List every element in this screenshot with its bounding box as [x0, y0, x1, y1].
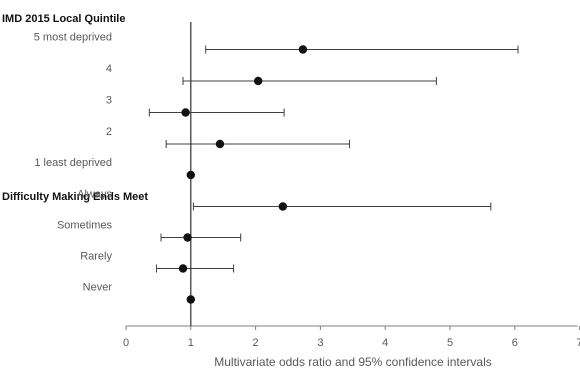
row-label: 5 most deprived	[34, 32, 112, 44]
x-axis-ticks: 0 1 2 3 4 5 6 7	[123, 326, 580, 349]
x-axis-label: Multivariate odds ratio and 95% confiden…	[214, 355, 492, 369]
x-tick-label: 5	[447, 337, 453, 349]
row-label: Sometimes	[57, 220, 113, 232]
odds-ratio-point	[186, 295, 195, 304]
row-label: 1 least deprived	[34, 157, 112, 169]
x-tick-label: 7	[577, 337, 580, 349]
x-tick-label: 2	[253, 337, 259, 349]
odds-ratio-point	[178, 264, 188, 273]
row-label: 2	[106, 126, 112, 138]
row-label: Never	[83, 282, 113, 294]
section-headings: IMD 2015 Local Quintile Difficulty Making…	[2, 13, 148, 203]
odds-ratio-point	[253, 76, 263, 86]
x-tick-label: 4	[382, 337, 388, 349]
odds-ratio-point	[181, 108, 190, 117]
odds-ratio-point	[183, 233, 192, 242]
section-heading: IMD 2015 Local Quintile	[2, 13, 125, 25]
row-label: 4	[106, 63, 112, 75]
estimates	[148, 45, 519, 304]
row-labels: 5 most deprived 4 3 2 1 least deprived Always…	[34, 32, 113, 294]
x-tick-label: 3	[317, 337, 323, 349]
row-label: Rarely	[80, 251, 112, 263]
odds-ratio-point	[298, 45, 308, 54]
odds-ratio-point	[278, 202, 288, 211]
x-tick-label: 1	[188, 337, 194, 349]
odds-ratio-point	[186, 170, 195, 180]
x-tick-label: 0	[123, 337, 129, 349]
odds-ratio-point	[215, 139, 225, 149]
section-heading: Difficulty Making Ends Meet	[2, 191, 148, 203]
x-tick-label: 6	[512, 337, 518, 349]
row-label: Always	[77, 189, 112, 201]
row-label: 3	[106, 95, 112, 107]
